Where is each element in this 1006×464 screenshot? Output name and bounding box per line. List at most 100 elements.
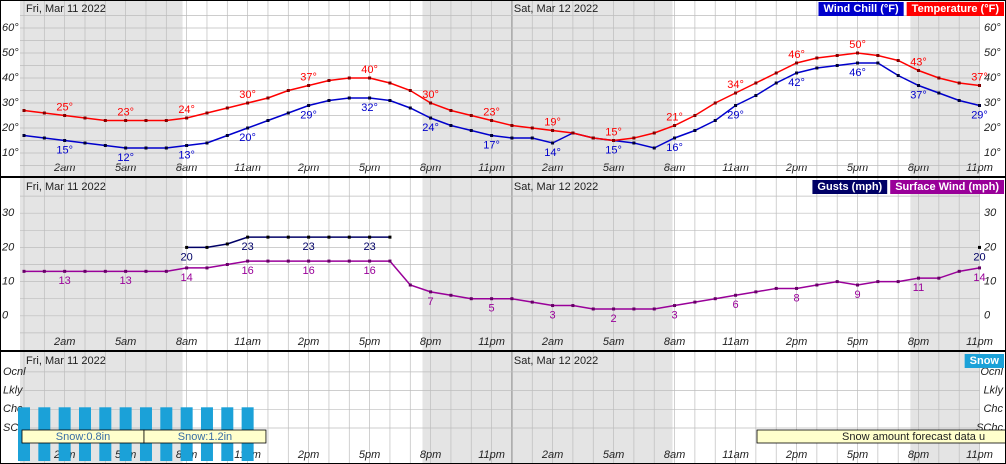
y-tick-label: 0 bbox=[2, 310, 9, 322]
data-point bbox=[754, 81, 758, 85]
y-tick-label: Ocnl bbox=[3, 366, 26, 378]
data-point bbox=[876, 280, 880, 284]
value-label: 37° bbox=[910, 89, 927, 101]
data-point bbox=[795, 286, 799, 290]
y-tick-label: 10 bbox=[984, 276, 997, 288]
y-tick-label: 40° bbox=[2, 72, 19, 84]
x-tick-label: 5pm bbox=[359, 449, 380, 461]
value-label: 46° bbox=[849, 67, 866, 79]
note: Snow amount forecast data u bbox=[842, 431, 985, 443]
data-point bbox=[266, 259, 270, 263]
data-point bbox=[246, 235, 250, 239]
value-label: 8 bbox=[793, 292, 799, 304]
data-point bbox=[693, 300, 697, 304]
data-point bbox=[327, 259, 331, 263]
value-label: 3 bbox=[671, 309, 677, 321]
data-point bbox=[713, 101, 717, 105]
data-point bbox=[83, 141, 87, 145]
data-point bbox=[632, 141, 636, 145]
y-tick-label: 10 bbox=[2, 276, 15, 288]
data-point bbox=[429, 116, 433, 120]
data-point bbox=[632, 307, 636, 311]
data-point bbox=[632, 136, 636, 140]
x-tick-label: 11pm bbox=[478, 449, 505, 461]
data-point bbox=[266, 235, 270, 239]
y-tick-label: 50° bbox=[984, 47, 1001, 59]
x-tick-label: 11am bbox=[722, 162, 749, 174]
value-label: 16° bbox=[666, 142, 683, 154]
value-label: 29° bbox=[727, 109, 744, 121]
data-point bbox=[571, 304, 575, 308]
legend-swatch bbox=[890, 180, 1004, 194]
x-tick-label: 11pm bbox=[966, 162, 993, 174]
value-label: 6 bbox=[732, 299, 738, 311]
day-label: Fri, Mar 11 2022 bbox=[26, 3, 106, 15]
value-label: 20° bbox=[239, 132, 256, 144]
x-tick-label: 8pm bbox=[420, 449, 441, 461]
data-point bbox=[551, 129, 555, 132]
data-point bbox=[266, 96, 270, 100]
value-label: 24° bbox=[422, 122, 439, 134]
data-point bbox=[368, 235, 372, 239]
data-point bbox=[693, 114, 697, 117]
x-tick-label: 2pm bbox=[297, 449, 319, 461]
value-label: 16 bbox=[302, 265, 314, 277]
value-label: 15° bbox=[605, 126, 622, 138]
value-label: 13 bbox=[59, 275, 71, 287]
data-point bbox=[652, 131, 656, 135]
y-tick-label: 30° bbox=[984, 97, 1001, 109]
y-tick-label: 30 bbox=[984, 207, 997, 219]
data-point bbox=[754, 94, 758, 97]
value-label: 30° bbox=[239, 89, 256, 101]
data-point bbox=[388, 81, 392, 85]
data-point bbox=[530, 300, 534, 304]
y-tick-label: 50° bbox=[2, 47, 19, 59]
legend-label: Gusts (mph) bbox=[817, 181, 882, 193]
data-point bbox=[307, 259, 311, 263]
data-point bbox=[957, 81, 961, 85]
data-point bbox=[469, 297, 473, 301]
data-point bbox=[530, 136, 534, 140]
data-point bbox=[205, 266, 209, 270]
data-point bbox=[530, 126, 534, 130]
data-point bbox=[63, 269, 67, 273]
data-point bbox=[673, 136, 677, 140]
data-point bbox=[469, 129, 473, 132]
value-label: 9 bbox=[854, 289, 860, 301]
value-label: 32° bbox=[361, 102, 378, 114]
data-point bbox=[896, 74, 900, 77]
data-point bbox=[490, 297, 494, 301]
x-tick-label: 8pm bbox=[420, 336, 441, 348]
legend-swatch bbox=[812, 180, 888, 194]
data-point bbox=[876, 61, 880, 65]
value-label: 17° bbox=[483, 139, 500, 151]
data-point bbox=[144, 146, 148, 150]
data-point bbox=[612, 139, 616, 142]
data-point bbox=[124, 146, 128, 150]
data-point bbox=[490, 119, 494, 122]
data-point bbox=[164, 119, 168, 122]
value-label: 40° bbox=[361, 64, 378, 76]
data-point bbox=[205, 141, 209, 145]
data-point bbox=[673, 124, 677, 127]
value-label: 13 bbox=[120, 275, 132, 287]
x-tick-label: 2pm bbox=[297, 162, 319, 174]
value-label: 14° bbox=[544, 147, 561, 159]
data-point bbox=[795, 61, 799, 65]
data-point bbox=[449, 109, 453, 112]
snow-total: Snow:1.2in bbox=[178, 431, 232, 443]
series-line bbox=[24, 260, 980, 310]
data-point bbox=[225, 263, 229, 266]
data-point bbox=[42, 111, 46, 115]
data-point bbox=[327, 79, 331, 82]
data-point bbox=[551, 141, 555, 145]
x-tick-label: 11pm bbox=[478, 336, 505, 348]
data-point bbox=[368, 76, 372, 80]
value-label: 34° bbox=[727, 79, 744, 91]
night-shade bbox=[910, 0, 980, 177]
data-point bbox=[978, 84, 982, 87]
x-tick-label: 2pm bbox=[297, 336, 319, 348]
data-point bbox=[103, 269, 107, 273]
x-tick-label: 8am bbox=[664, 449, 685, 461]
